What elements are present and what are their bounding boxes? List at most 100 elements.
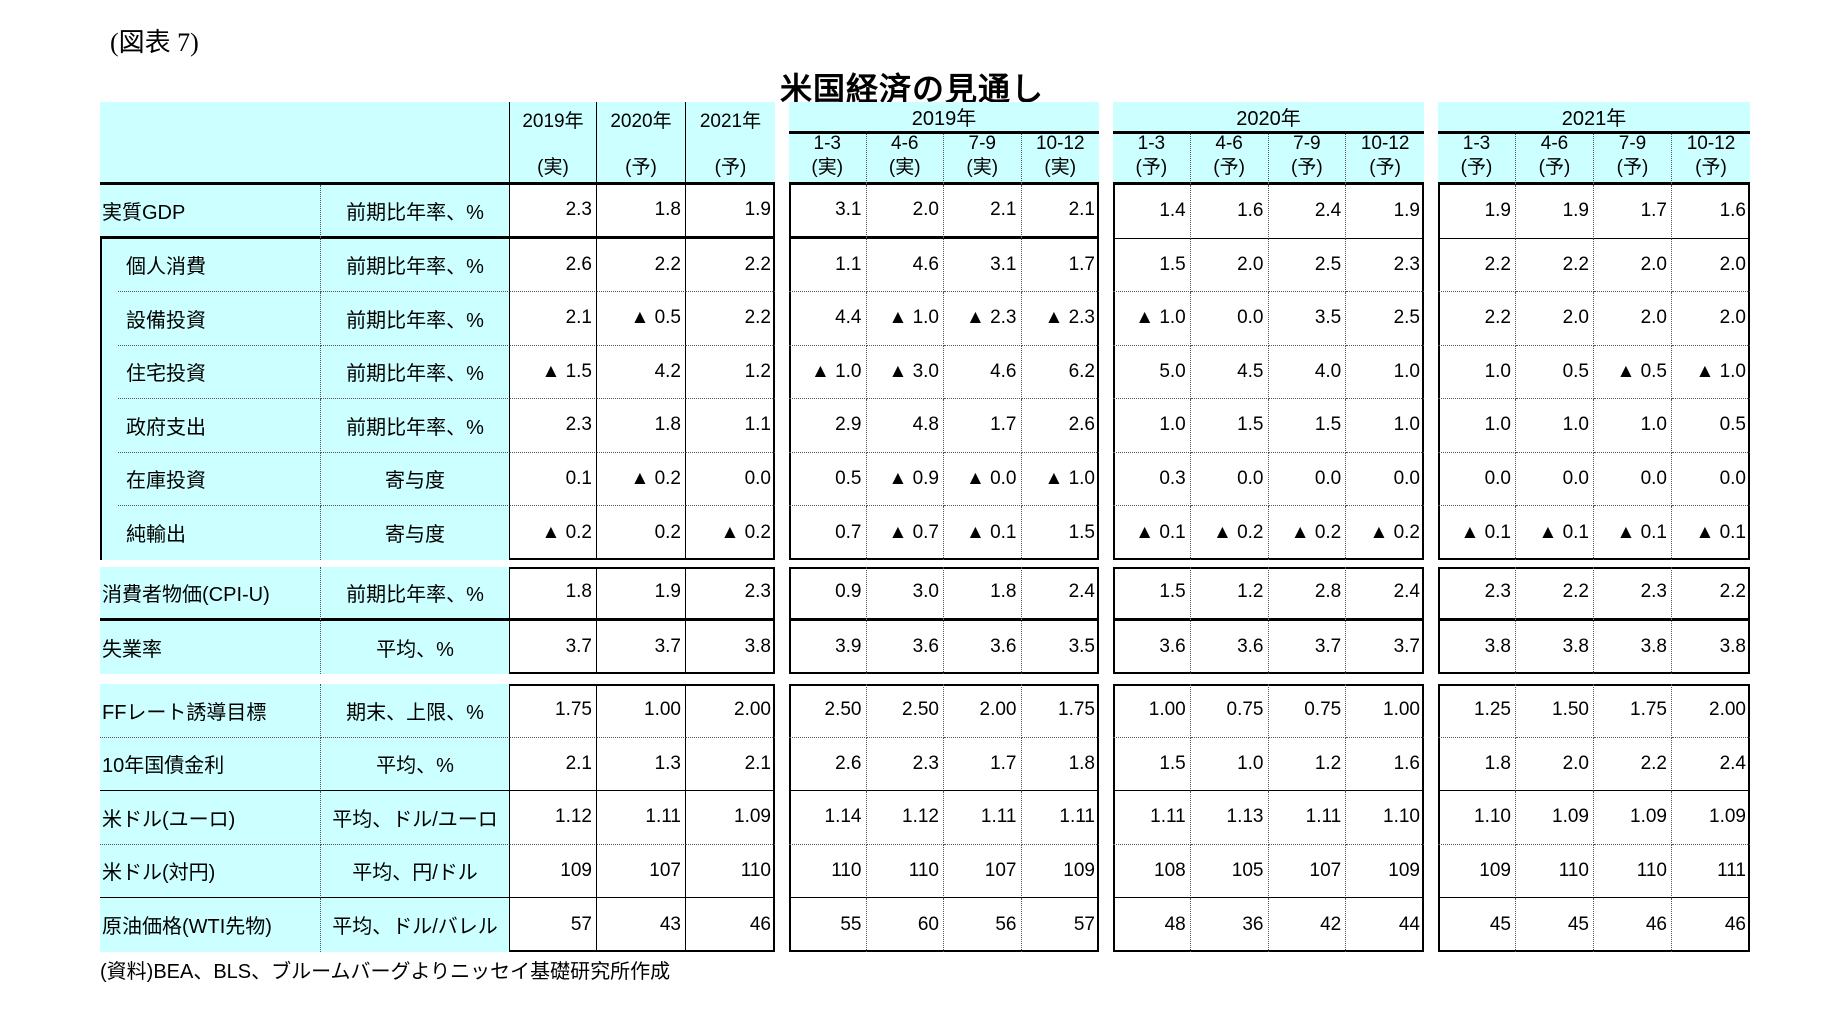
- quarter-year-header: 2019年: [789, 102, 1099, 134]
- quarter-block-1-section-2: [789, 567, 1099, 674]
- annual-value: 1.1: [686, 399, 775, 453]
- quarter-value: 3.8: [1594, 620, 1672, 674]
- quarter-value: 2.50: [789, 684, 867, 738]
- quarter-header: 1-3 (予): [1438, 133, 1516, 185]
- quarter-value: 2.8: [1268, 567, 1347, 621]
- quarter-value: 1.0: [1438, 345, 1516, 399]
- quarter-value: 0.5: [789, 452, 867, 506]
- quarter-value: 3.6: [1191, 620, 1269, 674]
- row-unit: 寄与度: [321, 452, 510, 506]
- quarter-value: 3.7: [1269, 620, 1347, 674]
- annual-value: 1.2: [686, 346, 775, 399]
- quarter-value: 105: [1190, 844, 1269, 898]
- quarter-value: 46: [1594, 898, 1672, 952]
- quarter-value: 48: [1113, 898, 1191, 952]
- quarter-value: 2.1: [944, 185, 1022, 239]
- page-title: 米国経済の見通し: [780, 71, 1045, 107]
- quarter-value: 3.9: [789, 620, 867, 674]
- quarter-value: 56: [944, 898, 1022, 952]
- quarter-value: 5.0: [1113, 345, 1191, 399]
- quarter-value: 44: [1398, 913, 1420, 935]
- quarter-value: ▲ 1.0: [1021, 453, 1099, 506]
- quarter-value: 4.5: [1190, 345, 1269, 399]
- annual-header-type: (予): [625, 157, 657, 178]
- row-label: 政府支出: [118, 399, 321, 453]
- quarter-value: ▲ 1.0: [1113, 292, 1191, 346]
- quarter-value: 1.9: [1516, 185, 1594, 239]
- row-unit: 平均、%: [321, 620, 510, 674]
- quarter-value: 0.0: [1346, 453, 1424, 506]
- quarter-label: 10-12: [1686, 133, 1736, 154]
- quarter-header: 7-9 (予): [1594, 133, 1672, 185]
- quarter-value: 0.0: [1672, 453, 1750, 506]
- quarter-value: 1.7: [1021, 239, 1099, 292]
- quarter-value: 1.09: [1594, 791, 1672, 845]
- annual-value: 2.2: [686, 292, 775, 346]
- quarter-value: 3.8: [1516, 620, 1594, 674]
- quarter-value: 57: [1073, 913, 1095, 935]
- quarter-value: 4.0: [1268, 345, 1347, 399]
- indent-spacer: [102, 292, 118, 346]
- quarter-value: 2.0: [1594, 238, 1672, 292]
- row-label: 住宅投資: [118, 345, 321, 399]
- quarter-value: 3.1: [789, 185, 867, 239]
- annual-value: 1.9: [597, 567, 686, 621]
- annual-value: ▲ 0.2: [597, 452, 686, 506]
- quarter-value: 1.5: [1113, 238, 1191, 292]
- quarter-value: 108: [1113, 844, 1191, 898]
- annual-value: 1.75: [510, 684, 597, 738]
- quarter-value: 1.0: [1190, 737, 1269, 791]
- quarter-value: 0.75: [1268, 684, 1347, 738]
- quarter-value: 2.4: [1346, 567, 1424, 621]
- quarter-value: ▲ 0.9: [866, 452, 944, 506]
- row-unit: 寄与度: [321, 506, 510, 560]
- quarter-value: 42: [1269, 898, 1347, 952]
- quarter-header: 10-12 (予): [1346, 133, 1424, 185]
- quarter-value: 4.6: [866, 238, 944, 292]
- quarter-value: 0.9: [789, 567, 867, 621]
- quarter-value: ▲ 0.1: [1695, 521, 1747, 543]
- quarter-value: ▲ 3.0: [866, 345, 944, 399]
- row-unit: 平均、%: [321, 737, 510, 791]
- figure-label: (図表 7): [110, 28, 199, 57]
- quarter-value: 1.11: [1268, 791, 1347, 845]
- quarter-label: 10-12: [1360, 133, 1410, 154]
- annual-value: 3.7: [597, 620, 686, 674]
- annual-value: 1.12: [510, 791, 597, 845]
- quarter-value: ▲ 0.1: [1594, 506, 1672, 560]
- quarter-value: 2.3: [1346, 239, 1424, 292]
- source-note: (資料)BEA、BLS、ブルームバーグよりニッセイ基礎研究所作成: [100, 961, 671, 983]
- quarter-value: 2.2: [1438, 238, 1516, 292]
- quarter-value: 1.5: [1190, 399, 1269, 453]
- row-label: 原油価格(WTI先物): [100, 898, 321, 952]
- quarter-value: 4.6: [944, 345, 1022, 399]
- quarter-value: ▲ 0.2: [1191, 506, 1269, 560]
- quarter-type: (予): [1291, 157, 1323, 178]
- quarter-value: 1.0: [1516, 399, 1594, 453]
- quarter-value: 1.9: [1346, 185, 1424, 239]
- row-unit: 前期比年率、%: [321, 399, 510, 453]
- quarter-header: 7-9 (実): [944, 133, 1022, 185]
- quarter-value: 36: [1191, 898, 1269, 952]
- quarter-type: (実): [1044, 157, 1077, 178]
- annual-value: 4.2: [597, 345, 686, 399]
- annual-value: 2.1: [510, 737, 597, 791]
- quarter-value: 2.5: [1268, 238, 1347, 292]
- quarter-label: 4-6: [891, 133, 919, 154]
- quarter-value: ▲ 0.2: [1269, 506, 1347, 560]
- quarter-value: 2.4: [1268, 185, 1347, 239]
- annual-value: 2.00: [686, 684, 775, 738]
- quarter-value: 1.9: [1438, 185, 1516, 239]
- quarter-value: 1.14: [789, 791, 867, 845]
- quarter-value: 110: [1516, 844, 1594, 898]
- quarter-value: ▲ 0.2: [1369, 521, 1421, 543]
- annual-header-label: 2020年: [610, 111, 672, 132]
- quarter-value: 2.2: [1438, 292, 1516, 346]
- annual-value: 1.9: [686, 185, 775, 239]
- annual-value: 1.8: [597, 185, 686, 239]
- annual-header-type: (予): [714, 157, 747, 178]
- quarter-value: 1.6: [1190, 185, 1269, 239]
- quarter-value: 1.1: [789, 238, 867, 292]
- annual-value: 1.8: [597, 399, 686, 453]
- quarter-value: 1.10: [1346, 791, 1424, 845]
